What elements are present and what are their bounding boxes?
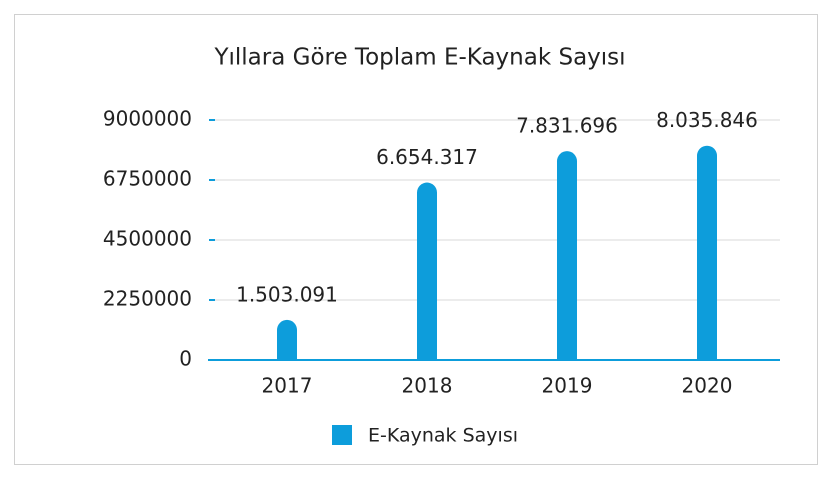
x-tick-label: 2017 [262, 374, 313, 398]
value-label: 6.654.317 [376, 145, 478, 169]
y-tick-label: 4500000 [103, 227, 192, 251]
y-tick-label: 0 [179, 347, 192, 371]
x-tick-label: 2020 [682, 374, 733, 398]
y-tick-label: 6750000 [103, 167, 192, 191]
y-tick-label: 2250000 [103, 287, 192, 311]
bar [697, 145, 717, 360]
y-tick-label: 9000000 [103, 107, 192, 131]
bar [557, 151, 577, 360]
legend-label: E-Kaynak Sayısı [368, 425, 518, 447]
legend-swatch [332, 425, 352, 445]
x-tick-label: 2018 [402, 374, 453, 398]
bar [417, 182, 437, 360]
value-label: 8.035.846 [656, 108, 758, 132]
value-label: 7.831.696 [516, 114, 618, 138]
x-tick-label: 2019 [542, 374, 593, 398]
chart-title: Yıllara Göre Toplam E-Kaynak Sayısı [213, 45, 625, 71]
bar [277, 319, 297, 360]
value-label: 1.503.091 [236, 282, 338, 306]
